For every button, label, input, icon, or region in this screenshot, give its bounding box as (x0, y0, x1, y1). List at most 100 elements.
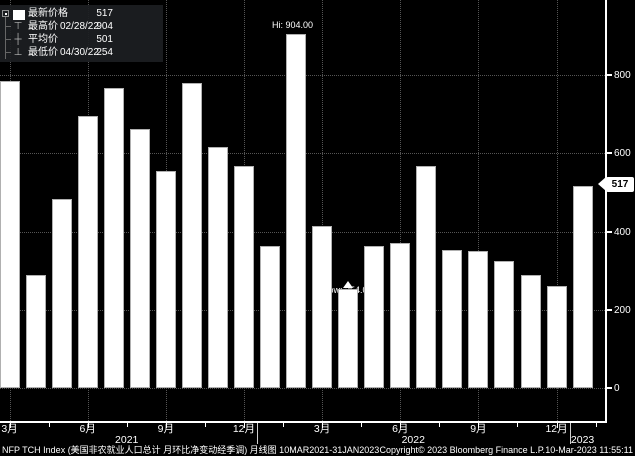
x-tick-minor (595, 423, 597, 427)
y-tick-600 (607, 152, 612, 155)
month-tick-label-15: 6月 (392, 423, 409, 435)
v-gridline-12月-21 (556, 0, 558, 421)
legend-row-last-price[interactable]: 最新价格 517 (0, 7, 163, 20)
v-gridline-3月-12 (322, 0, 324, 421)
legend-tree-stub (5, 39, 11, 40)
x-tick-major (243, 423, 245, 428)
y-tick-label-200: 200 (614, 304, 631, 316)
bar-2022-05 (364, 245, 385, 388)
x-tick-major (478, 423, 480, 428)
x-tick-minor (283, 423, 285, 427)
bar-2022-08 (442, 250, 463, 388)
legend-label-last-price: 最新价格 (28, 8, 68, 19)
month-tick-label-21: 12月 (545, 423, 568, 435)
month-tick-label-9: 12月 (232, 423, 256, 435)
bar-2021-06 (77, 116, 98, 388)
chart-title-footer: NFP TCH Index (美国非农就业人口总计 月环比净变动经季调) 月线图… (2, 445, 380, 455)
bar-2021-11 (207, 147, 228, 388)
x-tick-major (165, 423, 167, 428)
bar-2022-11 (520, 274, 541, 388)
month-tick-label-18: 9月 (470, 423, 487, 435)
x-tick-minor (204, 423, 206, 427)
legend-value-average: 501 (96, 34, 113, 45)
legend-row-low[interactable]: ⊥ 最低价 04/30/22 254 (0, 46, 163, 59)
legend-panel: 最新价格 517 ⊤ 最高价 02/28/22 904 ┼ 平均价 501 ⊥ … (0, 5, 163, 62)
x-tick-minor (439, 423, 441, 427)
x-tick-major (322, 423, 324, 428)
bar-2023-01 (572, 185, 593, 388)
bar-2021-10 (181, 82, 202, 388)
bar-2022-10 (494, 261, 515, 388)
bar-2021-07 (103, 87, 124, 388)
x-tick-major (9, 423, 11, 428)
y-tick-label-400: 400 (614, 226, 631, 238)
legend-row-high[interactable]: ⊤ 最高价 02/28/22 904 (0, 20, 163, 33)
month-tick-label-6: 9月 (157, 423, 174, 435)
month-tick-label-12: 3月 (313, 423, 331, 435)
x-tick-minor (517, 423, 519, 427)
tree-node-dot (5, 13, 7, 15)
bar-2021-09 (155, 170, 176, 388)
status-bar: NFP TCH Index (美国非农就业人口总计 月环比净变动经季调) 月线图… (0, 445, 635, 455)
bar-2022-09 (468, 251, 489, 388)
last-price-tag-arrow-icon (598, 177, 606, 191)
legend-tree-node-icon[interactable] (2, 10, 9, 17)
y-tick-400 (607, 230, 612, 233)
bar-2022-04 (338, 288, 359, 388)
legend-value-last-price: 517 (96, 8, 113, 19)
legend-date-low: 04/30/22 (60, 47, 99, 58)
year-divider-2022 (569, 423, 571, 444)
bar-2022-03 (312, 226, 333, 388)
year-divider-2021 (256, 423, 258, 444)
low-point-marker-icon (343, 281, 353, 288)
bar-2021-12 (233, 166, 254, 388)
y-tick-label-800: 800 (614, 70, 631, 82)
legend-date-high: 02/28/22 (60, 21, 99, 32)
v-gridline-9月-18 (478, 0, 480, 421)
legend-label-low: 最低价 (28, 47, 58, 58)
month-tick-label-0: 3月 (1, 423, 18, 435)
legend-value-low: 254 (96, 47, 113, 58)
x-tick-minor (48, 423, 50, 427)
average-marker-icon: ┼ (14, 34, 22, 45)
bar-2022-06 (390, 243, 411, 388)
bar-2022-07 (416, 165, 437, 388)
series-swatch-icon (13, 10, 25, 20)
h-gridline-0 (0, 388, 605, 389)
x-tick-minor (361, 423, 363, 427)
bar-2022-02 (286, 34, 307, 388)
legend-tree-line (5, 17, 6, 59)
y-tick-label-600: 600 (614, 148, 631, 160)
x-tick-major (87, 423, 89, 428)
month-tick-label-3: 6月 (79, 423, 96, 435)
legend-tree-stub (5, 26, 11, 27)
y-tick-label-0: 0 (614, 383, 620, 394)
low-marker-icon: ⊥ (13, 47, 23, 58)
legend-value-high: 904 (96, 21, 113, 32)
x-tick-major (400, 423, 402, 428)
high-annotation: Hi: 904.00 (271, 20, 313, 30)
y-tick-200 (607, 308, 612, 311)
legend-row-average[interactable]: ┼ 平均价 501 (0, 33, 163, 46)
bar-2021-05 (51, 199, 72, 388)
timestamp-text: 10-Mar-2023 11:55:11 (545, 445, 633, 455)
copyright-text: Copyright© 2023 Bloomberg Finance L.P. (379, 445, 546, 455)
year-label-2023: 2023 (570, 434, 595, 446)
bar-2021-03 (0, 80, 20, 388)
last-price-tag[interactable]: 517 (606, 177, 634, 192)
bar-2021-08 (129, 128, 150, 388)
high-marker-icon: ⊤ (13, 21, 23, 32)
bar-2021-04 (25, 274, 46, 388)
x-axis-line (0, 421, 607, 423)
legend-tree-stub (5, 52, 11, 53)
v-gridline-6月-15 (400, 0, 402, 421)
year-label-2022: 2022 (401, 434, 425, 446)
bar-2022-12 (546, 286, 567, 388)
year-label-2021: 2021 (115, 434, 139, 446)
y-tick-0 (607, 387, 612, 389)
x-tick-major (556, 423, 558, 428)
legend-label-average: 平均价 (28, 34, 58, 45)
legend-label-high: 最高价 (28, 21, 58, 32)
y-tick-800 (607, 74, 612, 77)
